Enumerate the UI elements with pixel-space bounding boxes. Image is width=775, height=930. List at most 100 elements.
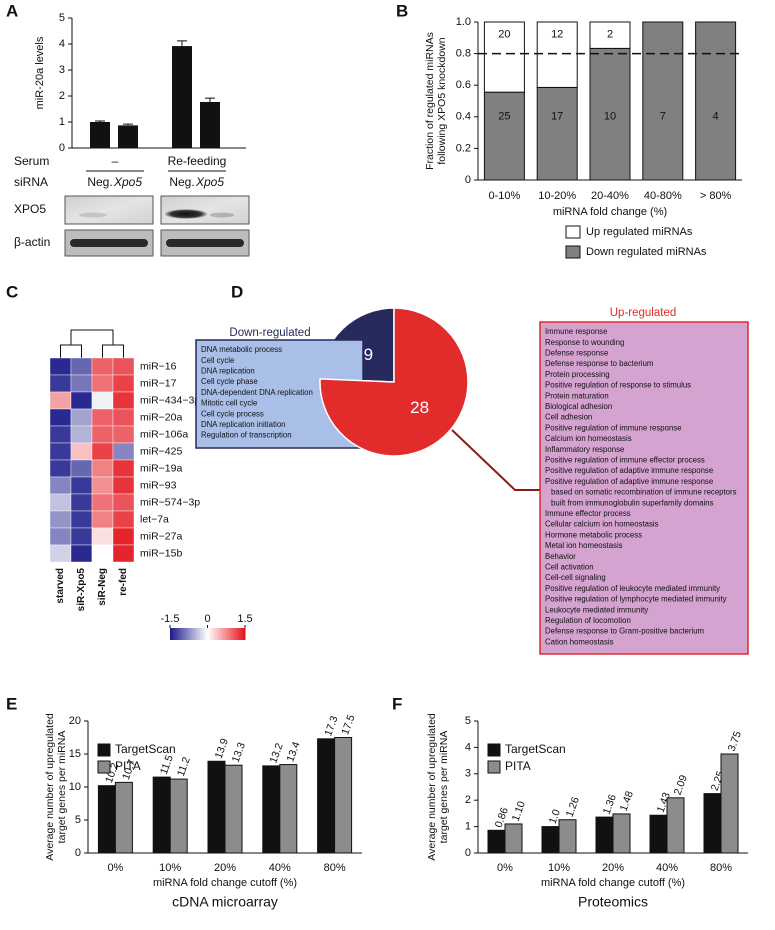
row-label: miR−16 — [140, 360, 177, 372]
value-label: 1.26 — [564, 795, 582, 818]
group-title: Up-regulated — [610, 307, 676, 319]
column-label: siR-Xpo5 — [76, 568, 87, 612]
colorbar-segment — [200, 628, 203, 640]
value-label: 1.48 — [618, 789, 636, 812]
colorbar-segment — [183, 628, 186, 640]
heatmap-cell — [112, 442, 135, 461]
bar — [558, 819, 577, 854]
colorbar-segment — [171, 628, 175, 640]
connector — [451, 429, 540, 491]
term: DNA replication initiation — [201, 420, 286, 429]
colorbar-segment — [239, 628, 242, 640]
x-tick-label: 10% — [548, 862, 570, 874]
colorbar-segment — [185, 628, 188, 640]
row-label: siRNA — [14, 175, 48, 189]
colorbar-segment — [235, 628, 238, 640]
bar — [279, 764, 298, 854]
bar — [649, 814, 668, 854]
legend-swatch — [487, 743, 501, 757]
y-axis-label: Average number of upregulated — [44, 713, 56, 861]
term: built from immunoglobulin superfamily do… — [551, 498, 714, 507]
row-label: miR−20a — [140, 411, 182, 423]
y-tick-label: 0.4 — [456, 111, 471, 123]
x-tick-label: 40% — [269, 862, 291, 874]
legend-label: PITA — [115, 759, 141, 773]
value-label: 11.2 — [175, 755, 193, 778]
y-tick-label: 4 — [59, 38, 65, 50]
heatmap-cell — [49, 425, 72, 444]
panel-label: E — [6, 694, 17, 713]
bar — [487, 829, 506, 854]
legend-label: Down regulated miRNAs — [586, 246, 707, 258]
panel-label: D — [231, 282, 243, 301]
bar-segment — [642, 21, 684, 181]
y-tick-label: 1 — [59, 116, 65, 128]
colorbar-segment — [213, 628, 216, 640]
bar — [90, 122, 110, 148]
bar — [224, 764, 243, 854]
heatmap-cell — [112, 459, 135, 478]
x-tick-label: 0% — [497, 862, 513, 874]
colorbar-segment — [175, 628, 178, 640]
term: Protein maturation — [545, 391, 609, 400]
legend-label: TargetScan — [505, 742, 566, 756]
colorbar-segment — [198, 628, 201, 640]
heatmap-cell — [49, 527, 72, 546]
heatmap-cell — [91, 527, 114, 546]
y-tick-label: 0.2 — [456, 142, 471, 154]
x-tick-label: > 80% — [700, 190, 732, 202]
value-label: 13.9 — [213, 737, 231, 760]
group-label: Re-feeding — [168, 154, 227, 168]
heatmap-cell — [91, 476, 114, 495]
count-label: 2 — [607, 29, 613, 41]
count-label: 17 — [551, 111, 563, 123]
heatmap-cell — [70, 459, 93, 478]
term: Behavior — [545, 552, 576, 561]
colorbar-segment — [230, 628, 233, 640]
value-label: 1.36 — [601, 793, 619, 816]
colorbar-segment — [222, 628, 225, 640]
colorbar-segment — [205, 628, 208, 640]
term: Positive regulation of immune effector p… — [545, 455, 705, 464]
term: Response to wounding — [545, 338, 624, 347]
term: Cell cycle process — [201, 409, 264, 418]
bar — [317, 738, 336, 854]
count-label: 7 — [660, 111, 666, 123]
term: Defense response to bacterium — [545, 359, 653, 368]
x-axis-label: miRNA fold change cutoff (%) — [541, 877, 685, 889]
term: Positive regulation of immune response — [545, 423, 682, 432]
term: Positive regulation of leukocyte mediate… — [545, 584, 720, 593]
term: DNA metabolic process — [201, 345, 282, 354]
value-label: 13.4 — [284, 740, 302, 763]
heatmap-cell — [112, 374, 135, 393]
bar — [504, 823, 523, 854]
term: Leukocyte mediated immunity — [545, 605, 648, 614]
y-axis-label: Fraction of regulated miRNAs — [424, 32, 436, 170]
heatmap-cell — [70, 527, 93, 546]
bar — [541, 826, 560, 854]
term: Mitotic cell cycle — [201, 399, 257, 408]
y-tick-label: 0.6 — [456, 79, 471, 91]
heatmap-cell — [49, 459, 72, 478]
colorbar-segment — [237, 628, 240, 640]
row-label: let−7a — [140, 513, 169, 525]
legend-label: Up regulated miRNAs — [586, 226, 693, 238]
colorbar-segment — [190, 628, 193, 640]
y-tick-label: 15 — [69, 748, 81, 760]
term: Hormone metabolic process — [545, 530, 642, 539]
colorbar-segment — [220, 628, 223, 640]
heatmap-cell — [49, 391, 72, 410]
heatmap-cell — [70, 374, 93, 393]
x-axis-label: miRNA fold change (%) — [553, 206, 667, 218]
legend-swatch — [97, 743, 111, 757]
colorbar-segment — [170, 628, 173, 640]
count-label: 25 — [498, 111, 510, 123]
legend-label: TargetScan — [115, 742, 176, 756]
colorbar-segment — [218, 628, 222, 640]
y-axis-label: following XPO5 knockdown — [436, 37, 448, 164]
colorbar-segment — [177, 628, 180, 640]
legend-swatch — [487, 760, 501, 774]
term: Positive regulation of adaptive immune r… — [545, 477, 713, 486]
y-tick-label: 0 — [75, 847, 81, 859]
y-tick-label: 5 — [75, 814, 81, 826]
